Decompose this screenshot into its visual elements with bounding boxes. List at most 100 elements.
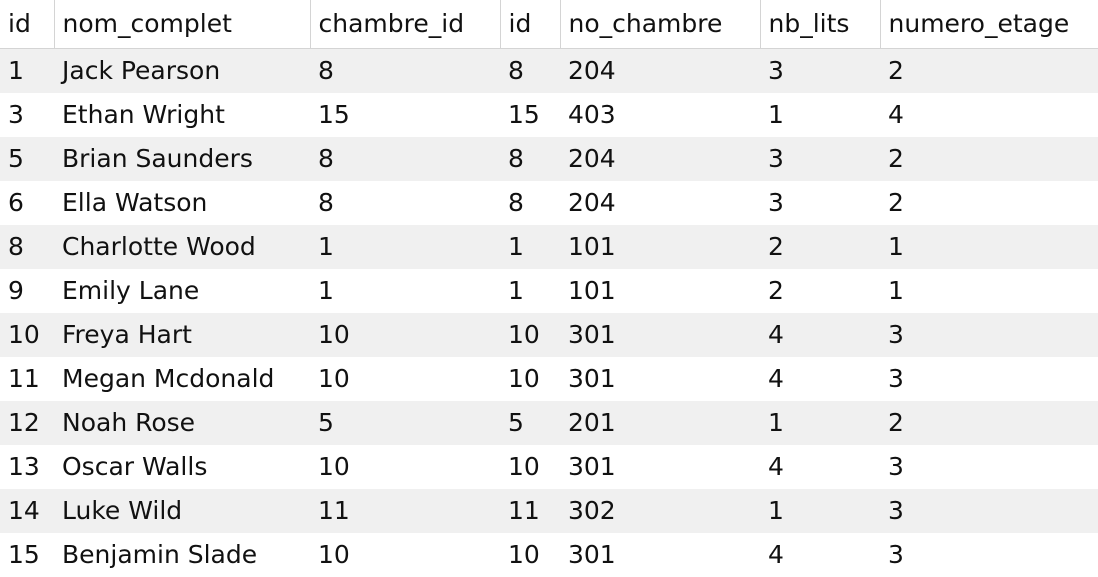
cell-nb-lits[interactable]: 1 (760, 93, 880, 137)
cell-nom-complet[interactable]: Benjamin Slade (54, 533, 310, 577)
cell-nom-complet[interactable]: Charlotte Wood (54, 225, 310, 269)
cell-nom-complet[interactable]: Oscar Walls (54, 445, 310, 489)
cell-nom-complet[interactable]: Megan Mcdonald (54, 357, 310, 401)
cell-nb-lits[interactable]: 4 (760, 313, 880, 357)
cell-no-chambre[interactable]: 101 (560, 269, 760, 313)
cell-id-2[interactable]: 8 (500, 49, 560, 94)
cell-nom-complet[interactable]: Luke Wild (54, 489, 310, 533)
column-header-no-chambre[interactable]: no_chambre (560, 0, 760, 49)
cell-id[interactable]: 1 (0, 49, 54, 94)
cell-chambre-id[interactable]: 11 (310, 489, 500, 533)
cell-id-2[interactable]: 11 (500, 489, 560, 533)
table-row[interactable]: 10 Freya Hart 10 10 301 4 3 (0, 313, 1098, 357)
cell-numero-etage[interactable]: 1 (880, 269, 1098, 313)
table-row[interactable]: 11 Megan Mcdonald 10 10 301 4 3 (0, 357, 1098, 401)
cell-id[interactable]: 13 (0, 445, 54, 489)
cell-nom-complet[interactable]: Ella Watson (54, 181, 310, 225)
table-row[interactable]: 15 Benjamin Slade 10 10 301 4 3 (0, 533, 1098, 577)
cell-id-2[interactable]: 8 (500, 181, 560, 225)
cell-id-2[interactable]: 15 (500, 93, 560, 137)
cell-no-chambre[interactable]: 301 (560, 533, 760, 577)
cell-no-chambre[interactable]: 204 (560, 49, 760, 94)
cell-chambre-id[interactable]: 10 (310, 533, 500, 577)
cell-chambre-id[interactable]: 8 (310, 181, 500, 225)
cell-chambre-id[interactable]: 10 (310, 445, 500, 489)
cell-id[interactable]: 9 (0, 269, 54, 313)
cell-nb-lits[interactable]: 2 (760, 269, 880, 313)
cell-numero-etage[interactable]: 1 (880, 225, 1098, 269)
cell-id-2[interactable]: 5 (500, 401, 560, 445)
column-header-id-2[interactable]: id (500, 0, 560, 49)
cell-no-chambre[interactable]: 301 (560, 313, 760, 357)
cell-no-chambre[interactable]: 101 (560, 225, 760, 269)
cell-chambre-id[interactable]: 8 (310, 49, 500, 94)
cell-numero-etage[interactable]: 2 (880, 401, 1098, 445)
column-header-chambre-id[interactable]: chambre_id (310, 0, 500, 49)
cell-chambre-id[interactable]: 1 (310, 269, 500, 313)
cell-no-chambre[interactable]: 204 (560, 181, 760, 225)
column-header-nb-lits[interactable]: nb_lits (760, 0, 880, 49)
cell-nb-lits[interactable]: 4 (760, 533, 880, 577)
cell-id-2[interactable]: 8 (500, 137, 560, 181)
cell-no-chambre[interactable]: 301 (560, 357, 760, 401)
table-row[interactable]: 13 Oscar Walls 10 10 301 4 3 (0, 445, 1098, 489)
table-row[interactable]: 6 Ella Watson 8 8 204 3 2 (0, 181, 1098, 225)
cell-nom-complet[interactable]: Noah Rose (54, 401, 310, 445)
table-row[interactable]: 14 Luke Wild 11 11 302 1 3 (0, 489, 1098, 533)
cell-id[interactable]: 10 (0, 313, 54, 357)
cell-chambre-id[interactable]: 8 (310, 137, 500, 181)
cell-id-2[interactable]: 10 (500, 357, 560, 401)
table-row[interactable]: 9 Emily Lane 1 1 101 2 1 (0, 269, 1098, 313)
cell-no-chambre[interactable]: 201 (560, 401, 760, 445)
cell-chambre-id[interactable]: 10 (310, 313, 500, 357)
cell-id-2[interactable]: 10 (500, 533, 560, 577)
cell-numero-etage[interactable]: 3 (880, 357, 1098, 401)
column-header-numero-etage[interactable]: numero_etage (880, 0, 1098, 49)
cell-id-2[interactable]: 1 (500, 225, 560, 269)
cell-no-chambre[interactable]: 301 (560, 445, 760, 489)
cell-nom-complet[interactable]: Emily Lane (54, 269, 310, 313)
cell-id[interactable]: 8 (0, 225, 54, 269)
cell-numero-etage[interactable]: 4 (880, 93, 1098, 137)
table-row[interactable]: 5 Brian Saunders 8 8 204 3 2 (0, 137, 1098, 181)
cell-nom-complet[interactable]: Ethan Wright (54, 93, 310, 137)
cell-nb-lits[interactable]: 4 (760, 357, 880, 401)
table-row[interactable]: 8 Charlotte Wood 1 1 101 2 1 (0, 225, 1098, 269)
cell-id[interactable]: 6 (0, 181, 54, 225)
cell-no-chambre[interactable]: 302 (560, 489, 760, 533)
cell-nb-lits[interactable]: 2 (760, 225, 880, 269)
cell-nb-lits[interactable]: 3 (760, 181, 880, 225)
cell-id-2[interactable]: 1 (500, 269, 560, 313)
cell-no-chambre[interactable]: 204 (560, 137, 760, 181)
cell-chambre-id[interactable]: 10 (310, 357, 500, 401)
cell-nb-lits[interactable]: 3 (760, 49, 880, 94)
cell-id[interactable]: 11 (0, 357, 54, 401)
cell-numero-etage[interactable]: 3 (880, 445, 1098, 489)
cell-id-2[interactable]: 10 (500, 445, 560, 489)
cell-numero-etage[interactable]: 2 (880, 137, 1098, 181)
cell-chambre-id[interactable]: 5 (310, 401, 500, 445)
cell-chambre-id[interactable]: 15 (310, 93, 500, 137)
cell-id[interactable]: 3 (0, 93, 54, 137)
cell-id-2[interactable]: 10 (500, 313, 560, 357)
table-row[interactable]: 12 Noah Rose 5 5 201 1 2 (0, 401, 1098, 445)
cell-nom-complet[interactable]: Freya Hart (54, 313, 310, 357)
cell-no-chambre[interactable]: 403 (560, 93, 760, 137)
cell-nom-complet[interactable]: Brian Saunders (54, 137, 310, 181)
cell-nb-lits[interactable]: 1 (760, 489, 880, 533)
cell-id[interactable]: 12 (0, 401, 54, 445)
cell-id[interactable]: 5 (0, 137, 54, 181)
cell-numero-etage[interactable]: 2 (880, 49, 1098, 94)
cell-numero-etage[interactable]: 2 (880, 181, 1098, 225)
cell-numero-etage[interactable]: 3 (880, 533, 1098, 577)
table-row[interactable]: 3 Ethan Wright 15 15 403 1 4 (0, 93, 1098, 137)
column-header-id[interactable]: id (0, 0, 54, 49)
cell-nb-lits[interactable]: 1 (760, 401, 880, 445)
cell-nb-lits[interactable]: 4 (760, 445, 880, 489)
column-header-nom-complet[interactable]: nom_complet (54, 0, 310, 49)
cell-nom-complet[interactable]: Jack Pearson (54, 49, 310, 94)
cell-chambre-id[interactable]: 1 (310, 225, 500, 269)
cell-id[interactable]: 15 (0, 533, 54, 577)
cell-numero-etage[interactable]: 3 (880, 313, 1098, 357)
cell-nb-lits[interactable]: 3 (760, 137, 880, 181)
